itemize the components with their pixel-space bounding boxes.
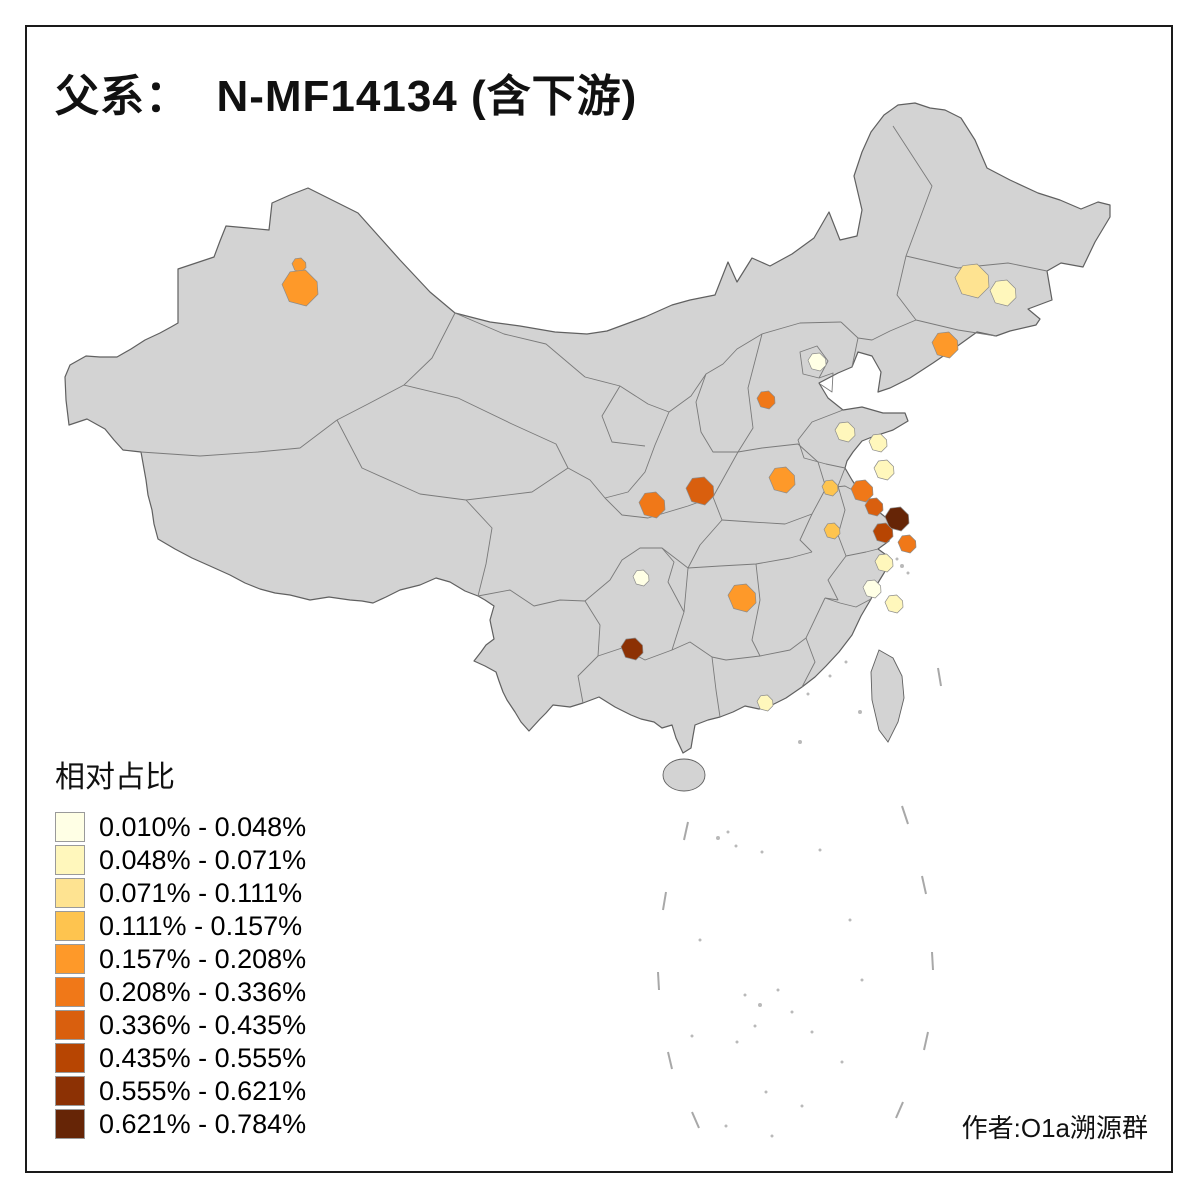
map-region-jiangsu-wuxi <box>872 522 894 544</box>
map-region-hebei-south <box>756 390 776 410</box>
map-region-shaanxi-south <box>685 476 715 506</box>
legend-label: 0.555% - 0.621% <box>99 1075 307 1106</box>
legend-label: 0.336% - 0.435% <box>99 1009 307 1040</box>
penghu-islet <box>858 710 862 714</box>
legend-rows: 0.010% - 0.048% 0.048% - 0.071% 0.071% - 0… <box>55 810 306 1140</box>
legend-swatch <box>55 976 85 1007</box>
legend-label: 0.010% - 0.048% <box>99 811 307 842</box>
map-region-zhejiang-west <box>862 579 882 599</box>
legend-swatch <box>55 943 85 974</box>
map-region-shanghai-south <box>897 534 917 554</box>
south-china-sea-islands <box>690 740 864 1138</box>
legend-row: 0.048% - 0.071% <box>55 843 306 876</box>
map-region-jiangsu-central <box>850 479 874 503</box>
map-title: 父系： N-MF14134 (含下游) <box>55 72 638 121</box>
legend-label: 0.157% - 0.208% <box>99 943 307 974</box>
map-region-henan-east <box>821 479 839 497</box>
map-region-heilongjiang-east <box>989 279 1017 307</box>
legend-swatch <box>55 1075 85 1106</box>
legend-row: 0.336% - 0.435% <box>55 1008 306 1041</box>
map-region-shaanxi-southwest <box>638 491 666 519</box>
province-borders <box>140 125 1048 718</box>
legend-label: 0.208% - 0.336% <box>99 976 307 1007</box>
legend-row: 0.555% - 0.621% <box>55 1074 306 1107</box>
map-region-hunan-north <box>727 583 757 613</box>
legend-swatch <box>55 1009 85 1040</box>
legend-row: 0.071% - 0.111% <box>55 876 306 909</box>
map-region-beijing-area <box>807 352 827 372</box>
taiwan-island <box>870 649 905 743</box>
map-region-anhui-east <box>823 522 841 540</box>
map-region-jiangsu-north <box>873 459 895 481</box>
map-region-xinjiang-north <box>281 269 319 307</box>
nine-dash-line <box>657 667 942 1129</box>
map-region-shandong-east <box>868 433 888 453</box>
map-region-chongqing-south <box>632 569 650 587</box>
legend-swatch <box>55 1108 85 1139</box>
hainan-island <box>662 758 706 792</box>
legend-swatch <box>55 910 85 941</box>
map-region-henan-central <box>768 466 796 494</box>
map-region-liaoning-coast <box>931 331 959 359</box>
legend-row: 0.621% - 0.784% <box>55 1107 306 1140</box>
legend-swatch <box>55 844 85 875</box>
legend-label: 0.048% - 0.071% <box>99 844 307 875</box>
map-region-jiangsu-mid <box>864 497 884 517</box>
region-patches <box>281 257 1017 712</box>
map-region-guizhou-southwest <box>620 637 644 661</box>
legend: 相对占比 0.010% - 0.048% 0.048% - 0.071% 0.071… <box>55 752 306 1140</box>
author-credit: 作者:O1a溯源群 <box>961 1113 1148 1143</box>
map-region-xinjiang-north-spike <box>291 257 307 273</box>
legend-label: 0.111% - 0.157% <box>99 910 303 941</box>
map-region-guangdong-east <box>756 694 774 712</box>
legend-swatch <box>55 877 85 908</box>
legend-label: 0.071% - 0.111% <box>99 877 303 908</box>
map-region-heilongjiang-west <box>954 263 990 299</box>
china-mainland-outline <box>64 102 1111 754</box>
legend-row: 0.111% - 0.157% <box>55 909 306 942</box>
legend-label: 0.621% - 0.784% <box>99 1108 307 1139</box>
islands <box>662 557 910 792</box>
legend-row: 0.010% - 0.048% <box>55 810 306 843</box>
legend-row: 0.435% - 0.555% <box>55 1041 306 1074</box>
legend-label: 0.435% - 0.555% <box>99 1042 307 1073</box>
map-region-zhejiang-central <box>884 594 904 614</box>
legend-swatch <box>55 1042 85 1073</box>
legend-title: 相对占比 <box>55 761 175 794</box>
map-region-shandong-west <box>834 421 856 443</box>
legend-row: 0.208% - 0.336% <box>55 975 306 1008</box>
map-region-zhejiang-north <box>874 553 894 573</box>
legend-swatch <box>55 811 85 842</box>
legend-row: 0.157% - 0.208% <box>55 942 306 975</box>
